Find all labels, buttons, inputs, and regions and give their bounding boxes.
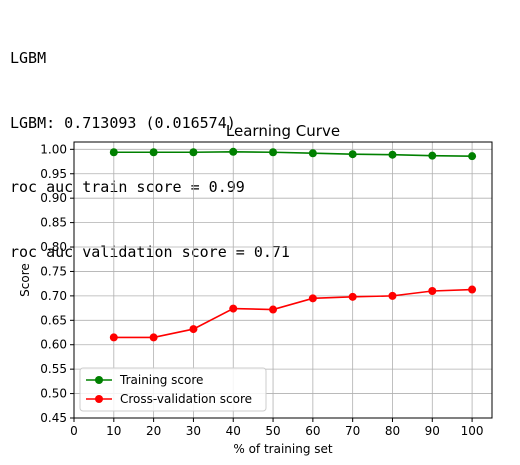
- x-tick-label: 50: [265, 424, 280, 438]
- data-point: [229, 304, 238, 313]
- y-tick-label: 0.55: [40, 362, 67, 376]
- data-point: [269, 148, 278, 157]
- legend-item: Training score: [86, 373, 203, 387]
- data-point: [149, 333, 158, 342]
- console-line-model-name: LGBM: [10, 49, 47, 67]
- console-line-cv-score: LGBM: 0.713093 (0.016574): [10, 113, 236, 132]
- y-axis-label: Score: [18, 263, 32, 297]
- data-point: [109, 333, 118, 342]
- data-point: [109, 148, 118, 157]
- y-tick-label: 0.70: [40, 289, 67, 303]
- y-tick-label: 0.75: [40, 264, 67, 278]
- plot-frame: [73, 141, 493, 419]
- legend-label: Training score: [119, 373, 203, 387]
- x-tick-label: 30: [186, 424, 201, 438]
- data-point: [428, 151, 437, 160]
- series-training-score: [109, 147, 477, 161]
- data-point: [468, 285, 477, 294]
- y-tick-label: 0.85: [40, 216, 67, 230]
- x-tick-label: 70: [345, 424, 360, 438]
- data-point: [308, 149, 317, 158]
- x-tick-label: 90: [425, 424, 440, 438]
- data-point: [428, 286, 437, 295]
- series-layer: [109, 147, 477, 342]
- y-tick-label: 0.50: [40, 387, 67, 401]
- data-point: [348, 292, 357, 301]
- y-tick-label: 0.65: [40, 313, 67, 327]
- data-point: [468, 152, 477, 161]
- legend-box: [79, 367, 267, 412]
- chart-legend: Training score Cross-validation score: [79, 367, 267, 412]
- x-tick-label: 20: [146, 424, 161, 438]
- y-tick-label: 0.90: [40, 191, 67, 205]
- legend-label: Cross-validation score: [120, 392, 252, 406]
- x-tick-label: 0: [70, 424, 78, 438]
- x-tick-label: 60: [305, 424, 320, 438]
- series-cross-validation-score: [109, 285, 477, 342]
- x-tick-label: 100: [461, 424, 484, 438]
- x-axis-label: % of training set: [233, 442, 333, 456]
- data-point: [189, 325, 198, 334]
- legend-item: Cross-validation score: [86, 392, 252, 406]
- console-line-train-score: roc auc train score = 0.99: [10, 178, 245, 196]
- y-tick-label: 1.00: [40, 142, 67, 156]
- data-point: [189, 148, 198, 157]
- data-point: [388, 291, 397, 300]
- x-tick-label: 40: [226, 424, 241, 438]
- data-point: [388, 150, 397, 159]
- data-point: [308, 294, 317, 303]
- data-point: [229, 147, 238, 156]
- y-tick-label: 0.80: [40, 240, 67, 254]
- legend-marker: [95, 376, 103, 384]
- axis-ticks: 0 10 20 30 40 50 60 70 80 90 100 0.45 0.50 0.55 0.60 0.…: [40, 142, 483, 438]
- data-point: [348, 150, 357, 159]
- x-tick-label: 10: [106, 424, 121, 438]
- series-line: [113, 288, 473, 339]
- data-point: [149, 148, 158, 157]
- x-tick-label: 80: [385, 424, 400, 438]
- chart-title: Learning Curve: [226, 122, 340, 140]
- y-tick-label: 0.45: [40, 411, 67, 425]
- y-tick-label: 0.60: [40, 338, 67, 352]
- series-line: [113, 150, 473, 157]
- y-tick-label: 0.95: [40, 167, 67, 181]
- legend-marker: [95, 395, 103, 403]
- data-point: [269, 305, 278, 314]
